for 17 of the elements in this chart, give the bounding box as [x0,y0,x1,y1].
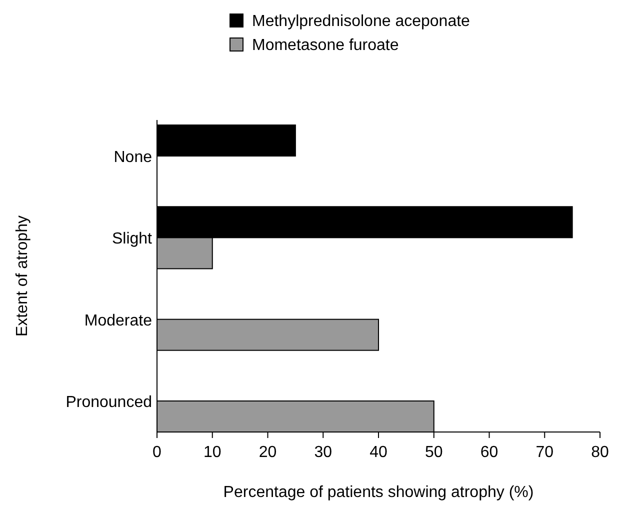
x-tick-label: 50 [424,444,443,461]
y-axis-title: Extent of atrophy [14,216,31,336]
y-tick-label: Pronounced [66,394,152,411]
y-tick-label: None [114,149,152,166]
x-tick-label: 40 [370,444,388,461]
legend-label: Mometasone furoate [252,37,399,54]
y-tick-label: Slight [112,230,153,248]
x-axis-title: Percentage of patients showing atrophy (%) [223,484,534,501]
legend-label: Methylprednisolone aceponate [252,13,470,30]
x-tick-label: 30 [314,444,332,461]
x-tick-label: 70 [536,444,554,461]
x-tick-label: 10 [203,444,222,461]
x-tick-label: 80 [591,444,609,461]
x-tick-label: 60 [480,444,498,461]
y-tick-label: Moderate [84,312,152,330]
x-tick-label: 20 [258,444,277,461]
x-tick-label: 0 [152,444,162,461]
